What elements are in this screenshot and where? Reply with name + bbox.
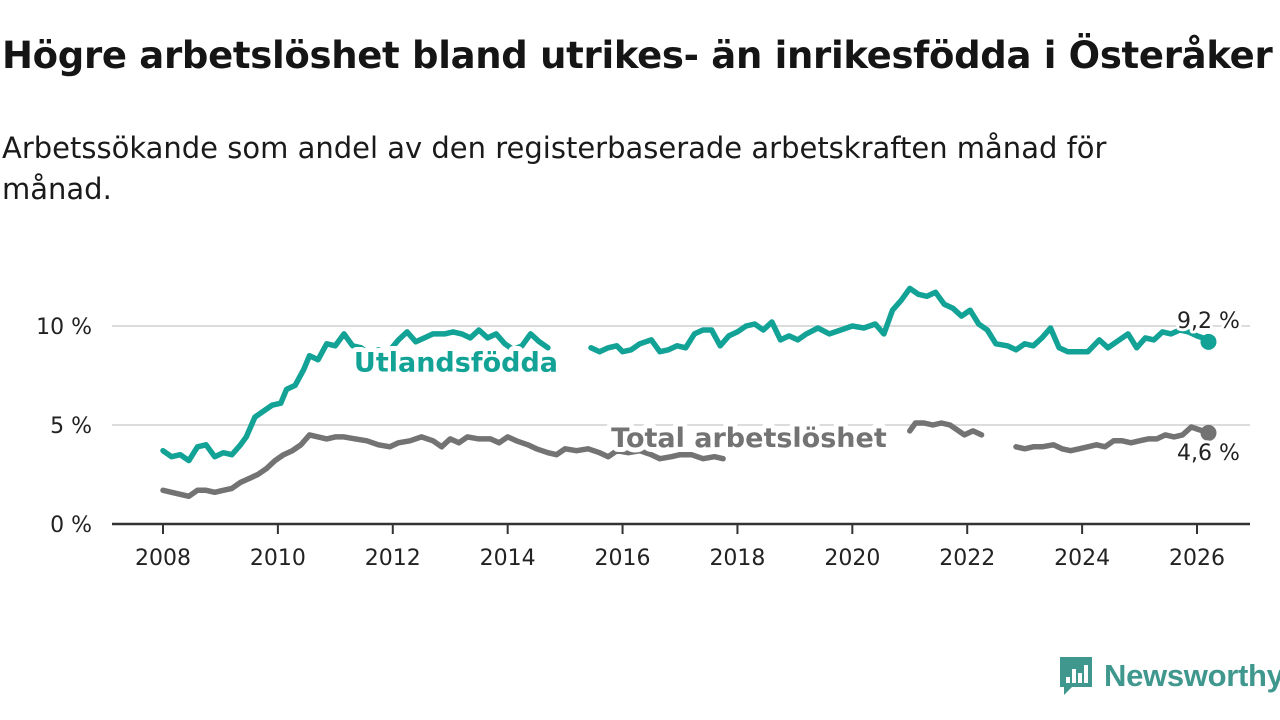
x-tick-label: 2010 [250, 546, 306, 571]
end-value-halo: 4,6 % [1177, 441, 1240, 466]
newsworthy-icon [1060, 657, 1092, 695]
x-tick-label: 2016 [595, 546, 651, 571]
x-tick-label: 2012 [365, 546, 421, 571]
total-end-value: 4,6 % [1177, 441, 1240, 466]
y-tick-label: 10 % [36, 315, 92, 340]
grid-lines [112, 325, 1250, 426]
x-axis: 2008 2010 2012 2014 2016 2018 2020 2022 2024 2026 [112, 522, 1250, 571]
brand-name: Newsworthy [1104, 658, 1280, 693]
chart-subtitle: Arbetssökande som andel av den registerb… [2, 131, 1107, 206]
end-value-halo: 9,2 % [1177, 309, 1240, 334]
x-tick-label: 2022 [939, 546, 995, 571]
x-tick-label: 2020 [824, 546, 880, 571]
x-tick-label: 2008 [135, 546, 191, 571]
newsworthy-logo[interactable]: Newsworthy [1058, 655, 1280, 697]
foreign-born-line-segment [588, 285, 1212, 355]
total-line-segment [1013, 424, 1212, 454]
total-label: Total arbetslöshet [611, 423, 887, 454]
total-line [160, 432, 726, 500]
total-line-segment [907, 420, 985, 438]
x-tick-label: 2014 [480, 546, 536, 571]
foreign-born-line [160, 327, 551, 464]
total-line-end-dot [1200, 424, 1217, 441]
series-label-halo: Total arbetslöshet [611, 423, 887, 454]
x-tick-label: 2024 [1054, 546, 1110, 571]
foreign-born-end-value: 9,2 % [1177, 309, 1240, 334]
series-label-halo: Utlandsfödda [354, 348, 558, 379]
x-tick-label: 2018 [709, 546, 765, 571]
series-lines [160, 285, 1217, 500]
foreign-born-line-end-dot [1200, 333, 1217, 350]
y-tick-label: 0 % [50, 513, 92, 538]
foreign-born-label: Utlandsfödda [354, 348, 558, 379]
y-axis: 0 % 5 % 10 % [36, 315, 92, 538]
y-tick-label: 5 % [50, 414, 92, 439]
x-tick-label: 2026 [1169, 546, 1225, 571]
chart-title: Högre arbetslöshet bland utrikes- än inr… [2, 34, 1273, 77]
